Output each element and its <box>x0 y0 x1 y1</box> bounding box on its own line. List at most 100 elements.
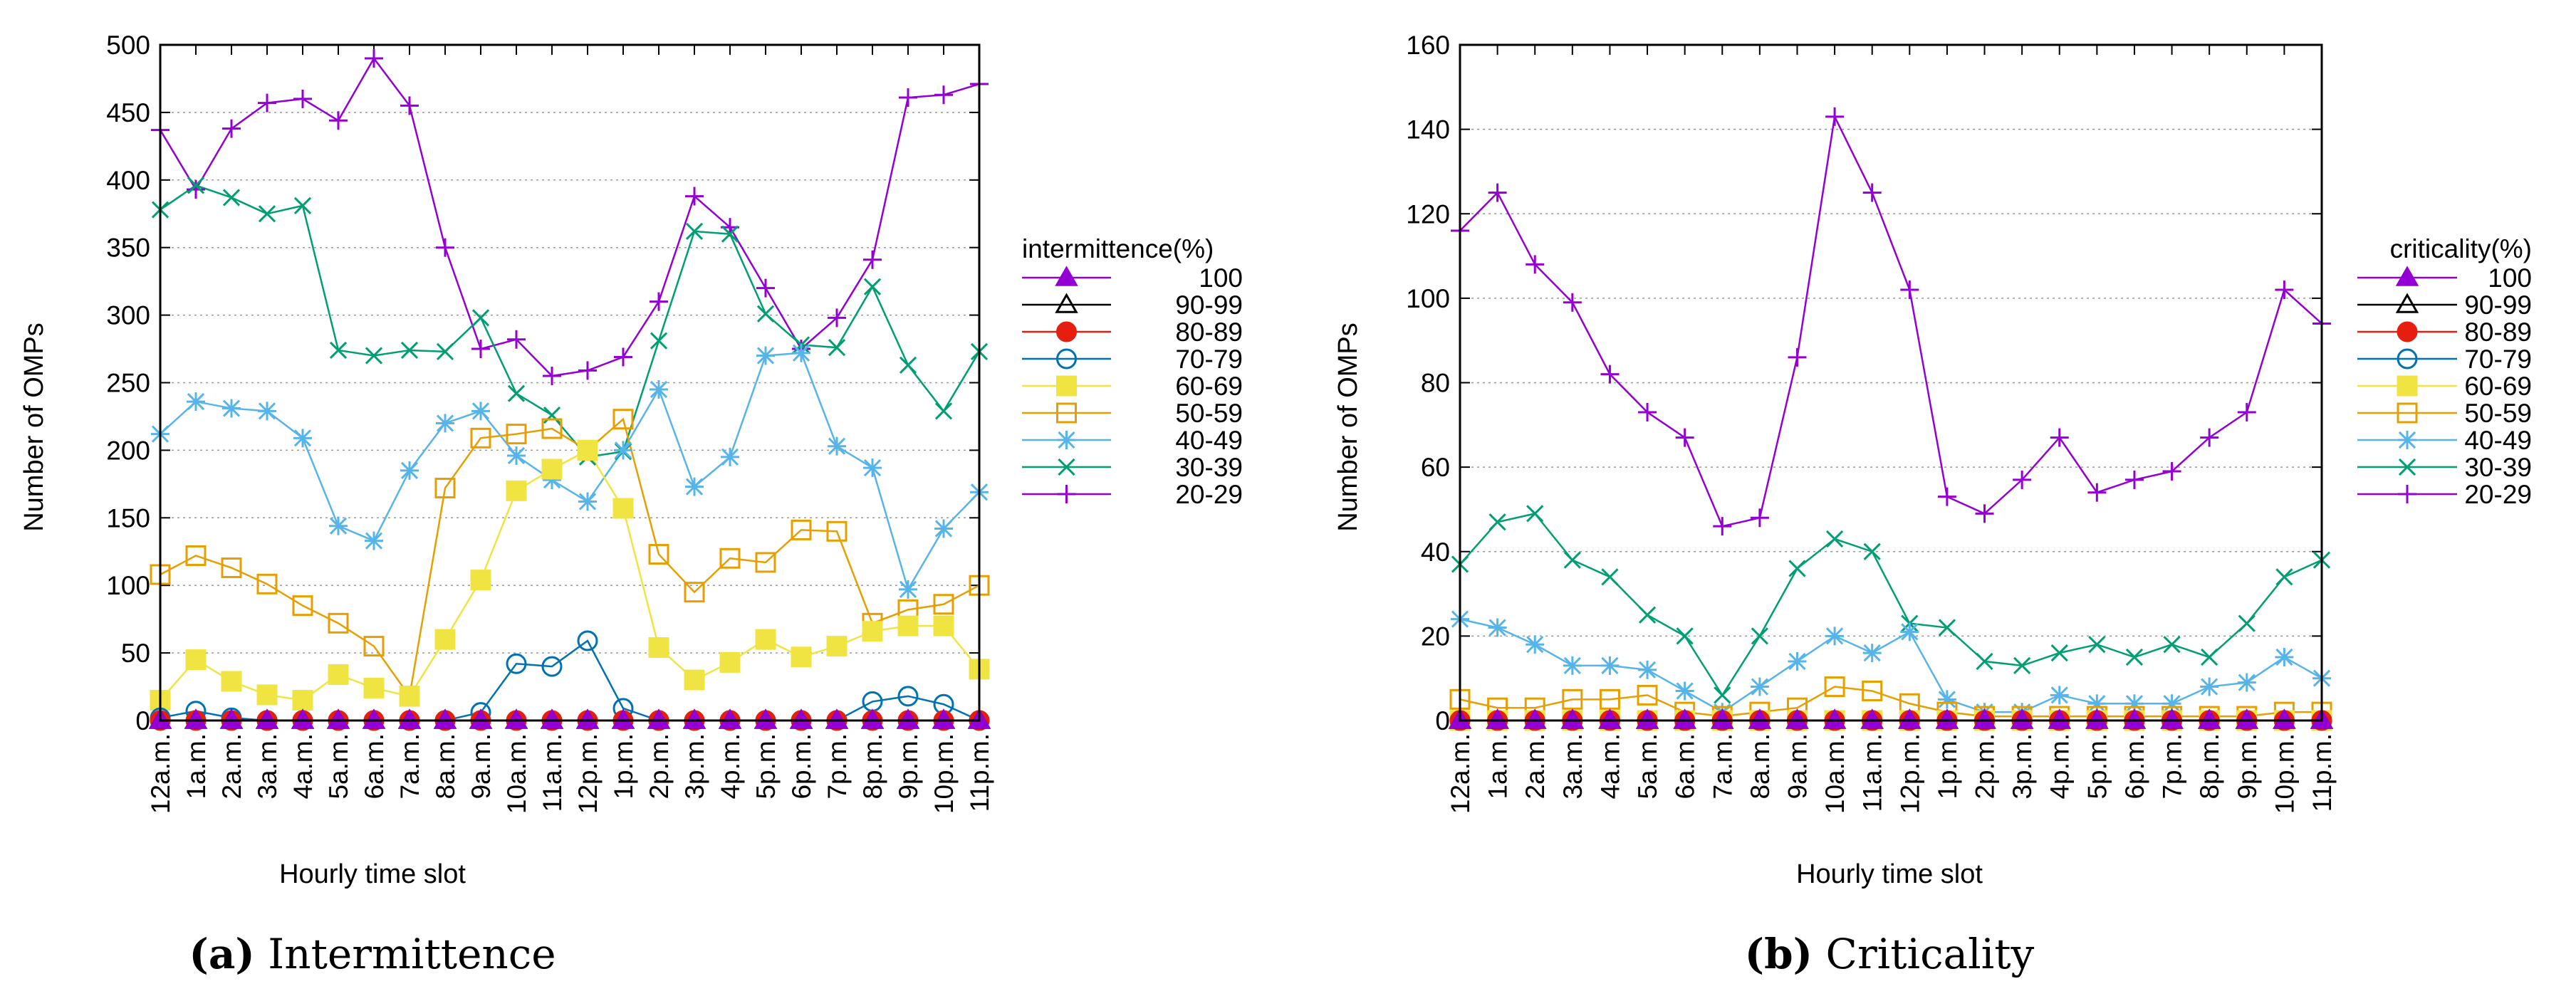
x-ticks: 12a.m. 1a.m. 2a.m. 3a.m. 4a.m. 5a.m. 6a.m. 7a.m… <box>1446 45 2337 814</box>
legend-label: 40-49 <box>1175 426 1243 455</box>
data-point-100 <box>255 708 279 729</box>
y-tick-label: 400 <box>106 166 150 195</box>
x-tick-label: 4a.m. <box>288 733 318 800</box>
data-point-100 <box>1635 708 1659 729</box>
x-tick-label: 2p.m. <box>1971 733 2000 800</box>
legend-item-90-99: 90-99 <box>2357 290 2532 320</box>
data-point-60-69 <box>185 649 207 671</box>
legend-item-20-29: 20-29 <box>1022 480 1243 509</box>
x-tick-label: 10p.m. <box>929 733 959 814</box>
legend-item-70-79: 70-79 <box>1022 345 1243 374</box>
chart-criticality: Number of OMPs Hourly time slot 0 20 40 60 8… <box>1333 31 2532 978</box>
legend-label: 60-69 <box>2464 372 2532 401</box>
data-point-40-49 <box>1937 690 1956 709</box>
gridlines <box>160 112 979 654</box>
y-tick-label: 20 <box>1421 622 1450 651</box>
legend-marker <box>1056 321 1077 342</box>
legend-item-100: 100 <box>2357 263 2532 293</box>
data-point-40-49 <box>934 519 953 538</box>
data-point-100 <box>1935 708 1959 729</box>
data-point-40-49 <box>2050 686 2069 705</box>
x-tick-label: 1p.m. <box>609 733 638 800</box>
data-point-40-49 <box>578 492 597 511</box>
data-point-50-59 <box>719 547 741 569</box>
data-point-20-29 <box>543 367 561 386</box>
data-point-40-49 <box>436 414 454 433</box>
legend-marker <box>1055 293 1078 313</box>
data-point-40-49 <box>1526 635 1545 654</box>
data-point-60-69 <box>577 439 598 461</box>
chart-intermittence: Number of OMPs Hourly time slot 0 50 100 15… <box>19 31 1243 978</box>
legend-title: intermittence(%) <box>1022 234 1214 263</box>
data-point-100 <box>860 708 885 729</box>
data-point-40-49 <box>1825 627 1845 646</box>
x-tick-label: 9a.m. <box>1783 733 1812 800</box>
data-point-40-49 <box>293 429 312 448</box>
y-tick-label: 120 <box>1406 199 1450 229</box>
data-point-20-29 <box>187 180 205 199</box>
x-tick-label: 11p.m. <box>2308 733 2337 812</box>
y-tick-label: 300 <box>106 301 150 330</box>
data-point-50-59 <box>1862 680 1883 701</box>
data-point-50-59 <box>933 594 954 615</box>
x-tick-label: 5p.m. <box>2082 733 2112 800</box>
data-point-30-39 <box>2238 614 2256 632</box>
data-point-100 <box>753 708 778 729</box>
series-lines <box>1459 113 2322 722</box>
data-point-30-39 <box>1563 551 1581 569</box>
x-tick-label: 7p.m. <box>2158 733 2187 800</box>
data-point-100 <box>896 708 920 729</box>
y-tick-label: 60 <box>1421 453 1450 482</box>
data-point-60-69 <box>791 646 812 668</box>
y-tick-label: 0 <box>1435 706 1450 735</box>
gridlines <box>1460 128 2322 637</box>
legend-item-60-69: 60-69 <box>1022 372 1243 401</box>
x-tick-label: 7p.m. <box>823 733 852 800</box>
legend-marker <box>2397 321 2418 342</box>
y-tick-label: 100 <box>106 571 150 600</box>
legend: 10090-9980-8970-7960-6950-5940-4930-3920… <box>1022 263 1243 509</box>
data-point-30-39 <box>222 189 241 206</box>
x-tick-label: 12a.m. <box>146 733 175 814</box>
data-point-30-39 <box>1714 686 1731 704</box>
x-ticks: 12a.m. 1a.m. 2a.m. 3a.m. 4a.m. 5a.m. 6a.m. 7a.m… <box>146 45 994 814</box>
legend-marker <box>2398 431 2416 449</box>
legend: 10090-9980-8970-7960-6950-5940-4930-3920… <box>2357 263 2532 509</box>
data-point-100 <box>1598 708 1622 729</box>
legend-marker <box>2397 348 2418 370</box>
data-point-40-49 <box>1563 656 1582 675</box>
data-point-100 <box>1785 708 1809 729</box>
data-point-100 <box>611 708 635 729</box>
legend-label: 60-69 <box>1175 372 1243 401</box>
data-point-60-69 <box>897 615 919 636</box>
legend-item-40-49: 40-49 <box>2357 426 2532 455</box>
data-point-40-49 <box>863 459 882 478</box>
data-point-40-49 <box>828 436 846 456</box>
data-point-30-39 <box>507 384 526 402</box>
data-point-60-69 <box>470 570 491 591</box>
y-ticks: 0 20 40 60 80 100 120 140 160 <box>1406 31 2322 735</box>
series-line-20-29 <box>1459 113 2322 528</box>
legend-marker <box>1058 458 1075 476</box>
data-point-30-39 <box>721 225 739 243</box>
data-point-20-29 <box>685 187 704 206</box>
data-point-100 <box>291 708 315 729</box>
x-tick-label: 9p.m. <box>2233 733 2262 800</box>
data-point-60-69 <box>256 684 278 706</box>
x-tick-label: 11p.m. <box>965 733 994 812</box>
x-tick-label: 12a.m. <box>1446 733 1475 814</box>
data-point-20-29 <box>1900 281 1919 300</box>
data-point-20-29 <box>1788 347 1807 367</box>
data-point-60-69 <box>506 480 527 501</box>
data-point-100 <box>397 708 422 729</box>
legend-item-50-59: 50-59 <box>1022 399 1243 428</box>
x-axis-label: Hourly time slot <box>1796 859 1983 889</box>
data-point-100 <box>2235 708 2259 729</box>
data-point-40-49 <box>756 346 775 365</box>
data-point-20-29 <box>899 88 917 108</box>
data-point-100 <box>1486 708 1509 729</box>
data-point-30-39 <box>934 402 953 420</box>
x-tick-label: 2a.m. <box>217 733 246 800</box>
data-point-30-39 <box>899 356 917 374</box>
x-tick-label: 11a.m. <box>538 733 567 812</box>
